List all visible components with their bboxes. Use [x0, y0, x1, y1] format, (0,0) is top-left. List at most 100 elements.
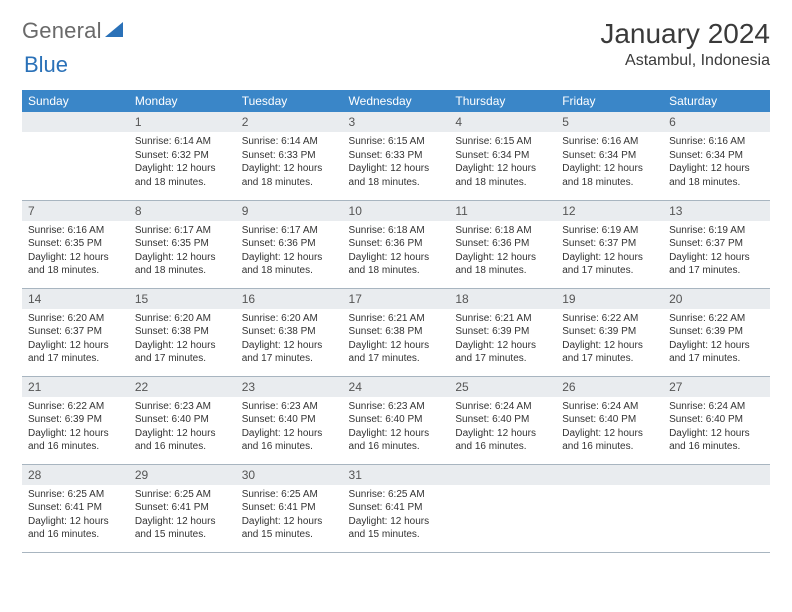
day-details: Sunrise: 6:25 AM Sunset: 6:41 PM Dayligh… [22, 485, 129, 546]
daylight-text: Daylight: 12 hours [455, 251, 550, 265]
sunrise-text: Sunrise: 6:21 AM [455, 312, 550, 326]
daylight-text: and 17 minutes. [242, 352, 337, 366]
weekday-header: Thursday [449, 90, 556, 112]
sunset-text: Sunset: 6:35 PM [135, 237, 230, 251]
day-number: 7 [22, 201, 129, 221]
daylight-text: Daylight: 12 hours [28, 251, 123, 265]
daylight-text: and 17 minutes. [562, 352, 657, 366]
sunrise-text: Sunrise: 6:20 AM [135, 312, 230, 326]
sunrise-text: Sunrise: 6:16 AM [669, 135, 764, 149]
calendar-empty-cell [22, 112, 129, 200]
weekday-header: Friday [556, 90, 663, 112]
sunset-text: Sunset: 6:38 PM [242, 325, 337, 339]
sunset-text: Sunset: 6:32 PM [135, 149, 230, 163]
calendar-day-cell: 11 Sunrise: 6:18 AM Sunset: 6:36 PM Dayl… [449, 200, 556, 288]
logo-text-2: Blue [24, 52, 68, 77]
daylight-text: Daylight: 12 hours [349, 251, 444, 265]
daylight-text: and 18 minutes. [455, 176, 550, 190]
daylight-text: Daylight: 12 hours [455, 339, 550, 353]
daylight-text: Daylight: 12 hours [562, 162, 657, 176]
sunset-text: Sunset: 6:39 PM [455, 325, 550, 339]
day-number: 8 [129, 201, 236, 221]
day-details: Sunrise: 6:24 AM Sunset: 6:40 PM Dayligh… [663, 397, 770, 458]
calendar-day-cell: 12 Sunrise: 6:19 AM Sunset: 6:37 PM Dayl… [556, 200, 663, 288]
day-details: Sunrise: 6:16 AM Sunset: 6:34 PM Dayligh… [556, 132, 663, 193]
daylight-text: and 16 minutes. [562, 440, 657, 454]
sunrise-text: Sunrise: 6:19 AM [669, 224, 764, 238]
sunrise-text: Sunrise: 6:24 AM [455, 400, 550, 414]
day-number: 20 [663, 289, 770, 309]
calendar-day-cell: 15 Sunrise: 6:20 AM Sunset: 6:38 PM Dayl… [129, 288, 236, 376]
day-number: 25 [449, 377, 556, 397]
daylight-text: and 16 minutes. [242, 440, 337, 454]
calendar-page: General January 2024 Astambul, Indonesia… [0, 0, 792, 563]
sunset-text: Sunset: 6:40 PM [562, 413, 657, 427]
daylight-text: Daylight: 12 hours [135, 162, 230, 176]
day-number: 1 [129, 112, 236, 132]
calendar-day-cell: 24 Sunrise: 6:23 AM Sunset: 6:40 PM Dayl… [343, 376, 450, 464]
daylight-text: Daylight: 12 hours [28, 515, 123, 529]
day-number: 26 [556, 377, 663, 397]
daylight-text: and 18 minutes. [242, 176, 337, 190]
daylight-text: and 18 minutes. [455, 264, 550, 278]
sunset-text: Sunset: 6:39 PM [562, 325, 657, 339]
daylight-text: and 15 minutes. [242, 528, 337, 542]
day-number: 19 [556, 289, 663, 309]
sunrise-text: Sunrise: 6:19 AM [562, 224, 657, 238]
day-details: Sunrise: 6:14 AM Sunset: 6:32 PM Dayligh… [129, 132, 236, 193]
calendar-day-cell: 13 Sunrise: 6:19 AM Sunset: 6:37 PM Dayl… [663, 200, 770, 288]
daylight-text: Daylight: 12 hours [349, 427, 444, 441]
sunset-text: Sunset: 6:34 PM [455, 149, 550, 163]
sunrise-text: Sunrise: 6:25 AM [28, 488, 123, 502]
calendar-day-cell: 29 Sunrise: 6:25 AM Sunset: 6:41 PM Dayl… [129, 464, 236, 552]
calendar-day-cell: 1 Sunrise: 6:14 AM Sunset: 6:32 PM Dayli… [129, 112, 236, 200]
sunset-text: Sunset: 6:40 PM [349, 413, 444, 427]
calendar-week-row: 1 Sunrise: 6:14 AM Sunset: 6:32 PM Dayli… [22, 112, 770, 200]
sunset-text: Sunset: 6:33 PM [242, 149, 337, 163]
day-details: Sunrise: 6:23 AM Sunset: 6:40 PM Dayligh… [343, 397, 450, 458]
daylight-text: Daylight: 12 hours [349, 339, 444, 353]
sunrise-text: Sunrise: 6:17 AM [242, 224, 337, 238]
day-details: Sunrise: 6:19 AM Sunset: 6:37 PM Dayligh… [556, 221, 663, 282]
sunset-text: Sunset: 6:41 PM [242, 501, 337, 515]
day-number: 29 [129, 465, 236, 485]
day-details: Sunrise: 6:16 AM Sunset: 6:34 PM Dayligh… [663, 132, 770, 193]
calendar-day-cell: 14 Sunrise: 6:20 AM Sunset: 6:37 PM Dayl… [22, 288, 129, 376]
calendar-day-cell: 8 Sunrise: 6:17 AM Sunset: 6:35 PM Dayli… [129, 200, 236, 288]
day-number: 6 [663, 112, 770, 132]
daylight-text: Daylight: 12 hours [242, 427, 337, 441]
calendar-day-cell: 23 Sunrise: 6:23 AM Sunset: 6:40 PM Dayl… [236, 376, 343, 464]
calendar-grid: Sunday Monday Tuesday Wednesday Thursday… [22, 90, 770, 553]
sunset-text: Sunset: 6:39 PM [669, 325, 764, 339]
day-details: Sunrise: 6:20 AM Sunset: 6:38 PM Dayligh… [236, 309, 343, 370]
calendar-day-cell: 3 Sunrise: 6:15 AM Sunset: 6:33 PM Dayli… [343, 112, 450, 200]
sunrise-text: Sunrise: 6:25 AM [349, 488, 444, 502]
daylight-text: Daylight: 12 hours [349, 162, 444, 176]
daylight-text: Daylight: 12 hours [669, 162, 764, 176]
day-details: Sunrise: 6:22 AM Sunset: 6:39 PM Dayligh… [556, 309, 663, 370]
sunrise-text: Sunrise: 6:21 AM [349, 312, 444, 326]
daylight-text: and 16 minutes. [28, 440, 123, 454]
calendar-day-cell: 25 Sunrise: 6:24 AM Sunset: 6:40 PM Dayl… [449, 376, 556, 464]
daylight-text: Daylight: 12 hours [669, 251, 764, 265]
daylight-text: and 17 minutes. [349, 352, 444, 366]
sunset-text: Sunset: 6:41 PM [135, 501, 230, 515]
sunset-text: Sunset: 6:33 PM [349, 149, 444, 163]
calendar-day-cell: 18 Sunrise: 6:21 AM Sunset: 6:39 PM Dayl… [449, 288, 556, 376]
day-details: Sunrise: 6:25 AM Sunset: 6:41 PM Dayligh… [129, 485, 236, 546]
daylight-text: and 18 minutes. [242, 264, 337, 278]
day-details: Sunrise: 6:18 AM Sunset: 6:36 PM Dayligh… [449, 221, 556, 282]
sunset-text: Sunset: 6:37 PM [669, 237, 764, 251]
calendar-week-row: 28 Sunrise: 6:25 AM Sunset: 6:41 PM Dayl… [22, 464, 770, 552]
sunrise-text: Sunrise: 6:15 AM [455, 135, 550, 149]
day-number: 31 [343, 465, 450, 485]
day-details: Sunrise: 6:21 AM Sunset: 6:38 PM Dayligh… [343, 309, 450, 370]
calendar-day-cell: 9 Sunrise: 6:17 AM Sunset: 6:36 PM Dayli… [236, 200, 343, 288]
daylight-text: Daylight: 12 hours [349, 515, 444, 529]
day-details: Sunrise: 6:17 AM Sunset: 6:35 PM Dayligh… [129, 221, 236, 282]
title-block: January 2024 Astambul, Indonesia [600, 18, 770, 70]
daylight-text: and 16 minutes. [455, 440, 550, 454]
logo-sail-icon [105, 18, 125, 44]
daylight-text: and 16 minutes. [349, 440, 444, 454]
day-number: 16 [236, 289, 343, 309]
